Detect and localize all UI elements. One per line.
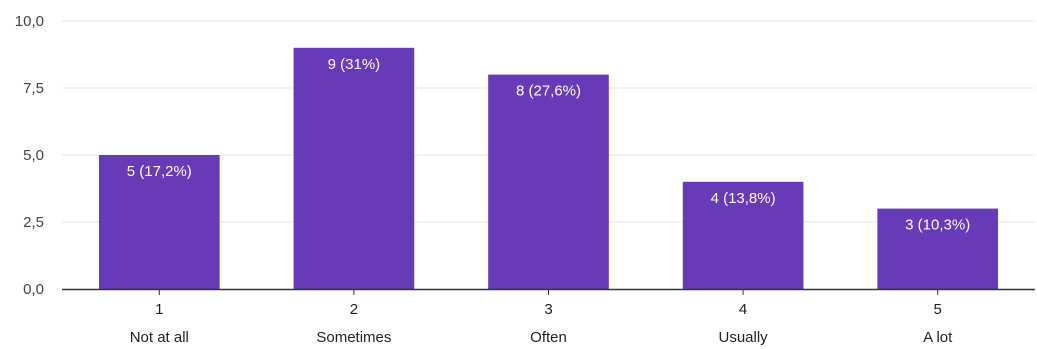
- x-axis: 1 Not at all 2 Sometimes 3 Often 4 Usually 5 A lo…: [130, 290, 953, 346]
- y-tick-label: 7,5: [23, 80, 44, 97]
- x-tick-label: 4: [739, 301, 747, 318]
- bar: [682, 181, 804, 289]
- x-tick-label: 5: [934, 301, 942, 318]
- category-name: A lot: [923, 329, 953, 346]
- y-tick-label: 10,0: [15, 13, 44, 30]
- bar: [293, 47, 415, 289]
- data-label: 8 (27,6%): [516, 83, 581, 100]
- x-tick-label: 2: [350, 301, 358, 318]
- category-name: Not at all: [130, 329, 189, 346]
- y-tick-label: 5,0: [23, 147, 44, 164]
- data-label: 5 (17,2%): [127, 163, 192, 180]
- data-label: 9 (31%): [328, 56, 381, 73]
- y-tick-label: 2,5: [23, 214, 44, 231]
- data-label: 3 (10,3%): [905, 217, 970, 234]
- category-name: Often: [530, 329, 567, 346]
- bar: [98, 155, 220, 289]
- category-name: Sometimes: [316, 329, 391, 346]
- y-axis: 0,0 2,5 5,0 7,5 10,0: [15, 13, 44, 298]
- category-name: Usually: [719, 329, 769, 346]
- bar: [488, 74, 609, 289]
- bar: [877, 208, 999, 289]
- x-tick-label: 1: [155, 301, 163, 318]
- y-tick-label: 0,0: [23, 281, 44, 298]
- bars: 5 (17,2%) 9 (31%) 8 (27,6%) 4 (13,8%) 3 (10,…: [98, 47, 999, 289]
- data-label: 4 (13,8%): [711, 190, 776, 207]
- x-tick-label: 3: [544, 301, 552, 318]
